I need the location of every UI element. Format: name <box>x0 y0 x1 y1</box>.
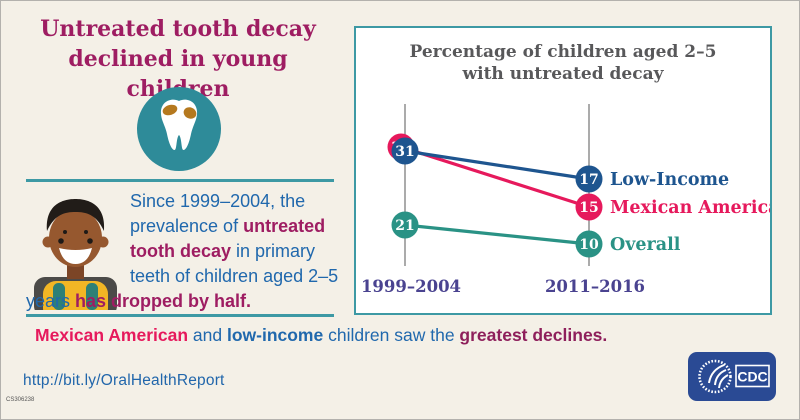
boy-eye-right <box>87 238 93 244</box>
page-title: Untreated tooth decay declined in young … <box>17 14 339 104</box>
slope-chart: 1999–2004 2011–2016 21 10 Overall 31 15 Mexican… <box>361 104 770 296</box>
data-point-circle <box>575 230 603 258</box>
data-point-value: 10 <box>579 237 599 253</box>
series-label: Low-Income <box>610 170 729 190</box>
category-label: 1999–2004 <box>361 277 461 296</box>
hhs-eagle-wing-2 <box>714 369 727 386</box>
decay-spot-left <box>162 104 178 116</box>
paragraph-bold-2: has dropped by half. <box>75 291 252 311</box>
finding-and: and <box>188 325 227 345</box>
boy-hair <box>46 199 105 231</box>
separator-line-top <box>26 179 334 182</box>
series-label: Mexican American <box>610 198 770 218</box>
summary-paragraph: Since 1999–2004, the prevalence of untre… <box>26 189 340 314</box>
decayed-tooth-icon-svg <box>137 87 221 171</box>
paragraph-text-2: in primary teeth of children aged 2–5 ye… <box>26 241 339 311</box>
boy-smile <box>59 248 92 264</box>
cdc-logo-svg: CDC <box>688 352 776 401</box>
data-point-value: 31 <box>395 144 414 160</box>
page-title-line2: declined in young children <box>68 46 288 102</box>
finding-mexican-american: Mexican American <box>35 325 189 345</box>
document-id: CS306238 <box>6 397 35 403</box>
finding-greatest-declines: greatest declines. <box>459 325 608 345</box>
report-url-link[interactable]: http://bit.ly/OralHealthReport <box>23 372 225 389</box>
boy-strap-left <box>53 283 65 310</box>
decayed-tooth-icon <box>137 87 221 171</box>
paragraph-bold-1: untreated tooth decay <box>130 216 326 261</box>
data-point-circle <box>575 165 603 193</box>
chart-title-line2: with untreated decay <box>462 64 664 84</box>
boy-eyebrow-left <box>63 230 67 234</box>
series-label: Overall <box>610 235 681 255</box>
finding-low-income: low-income <box>226 325 324 345</box>
data-point-circle <box>575 193 603 221</box>
data-point-value: 21 <box>395 218 414 234</box>
cdc-logo-background <box>688 352 776 401</box>
hhs-seal-text-ring <box>698 359 732 394</box>
boy-neck <box>67 263 84 279</box>
finding-middle-text: children saw the <box>323 325 460 345</box>
chart-title: Percentage of children aged 2–5 with unt… <box>356 41 770 85</box>
series-line <box>404 149 590 181</box>
data-point-circle <box>391 137 419 165</box>
boy-eyebrow-right <box>84 230 88 234</box>
separator-line-bottom <box>26 314 334 317</box>
paragraph-text-1: Since 1999–2004, the prevalence of <box>130 191 306 236</box>
decay-spot-right <box>183 107 197 119</box>
cdc-logo: CDC <box>688 352 776 401</box>
cdc-logo-text: CDC <box>737 369 767 385</box>
page-title-line1: Untreated tooth decay <box>40 16 316 42</box>
data-point-value: 15 <box>579 200 598 216</box>
boy-eye-left <box>58 238 64 244</box>
paragraph-float-spacer <box>26 189 130 277</box>
hhs-eagle-wing-3 <box>718 374 729 389</box>
chart-title-line1: Percentage of children aged 2–5 <box>409 42 717 62</box>
cdc-text-box <box>735 364 770 388</box>
key-finding-sentence: Mexican American and low-income children… <box>35 325 695 346</box>
category-label: 2011–2016 <box>545 277 645 296</box>
boy-strap-right <box>86 283 98 310</box>
series-line <box>404 223 590 246</box>
data-point-circle <box>391 211 419 239</box>
series-line <box>400 145 590 209</box>
hhs-eagle-wing-1 <box>708 364 725 384</box>
data-point-value: 17 <box>579 172 598 188</box>
chart-panel: Percentage of children aged 2–5 with unt… <box>354 26 772 315</box>
